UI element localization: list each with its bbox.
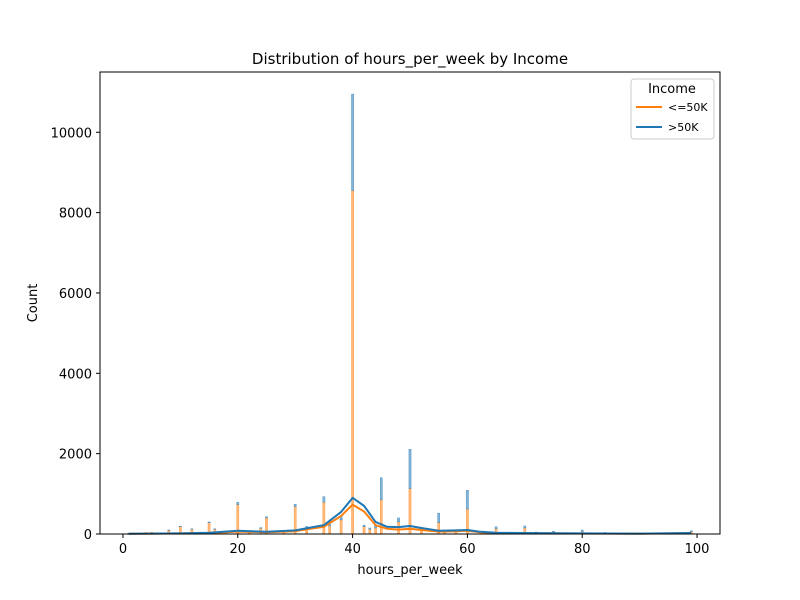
bar-gt50k-65 [494,526,498,529]
y-axis: 0 2000 4000 6000 8000 10000 [51,126,100,543]
bar-le50k-36 [328,525,331,535]
y-tick-label-0: 0 [84,528,92,543]
bar-gt50k-75 [552,530,555,533]
bar-gt50k-70 [523,525,527,529]
bar-le50k-38 [339,519,343,535]
bar-le50k-40 [351,190,354,535]
bar-gt50k-45 [380,477,383,501]
bar-le50k-50 [408,488,412,535]
x-axis: 0 20 40 60 80 100 [119,534,710,557]
bar-gt50k-36 [328,524,331,527]
bar-gt50k-50 [408,449,412,489]
bar-le50k-20 [236,504,240,535]
x-tick-label-20: 20 [230,542,247,557]
legend-label-le50k: <=50K [668,101,708,114]
bar-gt50k-24 [259,527,263,529]
bar-gt50k-15 [207,521,211,523]
bar-le50k-44 [374,527,377,535]
x-tick-label-80: 80 [574,542,591,557]
legend-title: Income [648,82,696,97]
bar-le50k-35 [322,502,326,535]
bar-le50k-45 [380,499,383,535]
legend: Income <=50K >50K [630,78,715,140]
bar-le50k-43 [368,528,372,535]
x-axis-label: hours_per_week [357,563,463,578]
bar-gt50k-48 [397,517,400,523]
bar-gt50k-25 [265,516,268,519]
y-tick-label-10000: 10000 [51,126,92,141]
bar-gt50k-35 [322,496,326,503]
bar-gt50k-43 [368,527,372,530]
bar-gt50k-16 [213,528,217,530]
y-tick-label-8000: 8000 [59,207,92,222]
kde-layer [128,496,692,535]
bar-le50k-42 [362,526,366,535]
bar-gt50k-20 [236,502,240,505]
bar-gt50k-8 [167,529,171,531]
bar-gt50k-80 [580,529,584,532]
bar-gt50k-60 [466,490,469,510]
bar-gt50k-55 [437,512,441,523]
bar-gt50k-40 [351,93,354,191]
bar-gt50k-30 [293,504,297,507]
plot-frame [99,71,721,535]
bar-gt50k-42 [362,524,366,527]
bar-gt50k-10 [179,525,182,527]
bar-gt50k-99 [690,530,693,532]
x-tick-label-40: 40 [344,542,361,557]
y-tick-label-6000: 6000 [59,287,92,302]
legend-box [630,78,715,140]
y-axis-label: Count [26,284,41,323]
y-tick-label-2000: 2000 [59,448,92,463]
legend-label-gt50k: >50K [668,121,699,134]
bar-gt50k-12 [190,528,194,530]
chart-title: Distribution of hours_per_week by Income [252,50,568,69]
kde-line-gt50k [128,496,692,535]
x-tick-label-0: 0 [119,542,127,557]
y-tick-label-4000: 4000 [59,367,92,382]
x-tick-label-100: 100 [685,542,710,557]
x-tick-label-60: 60 [459,542,476,557]
